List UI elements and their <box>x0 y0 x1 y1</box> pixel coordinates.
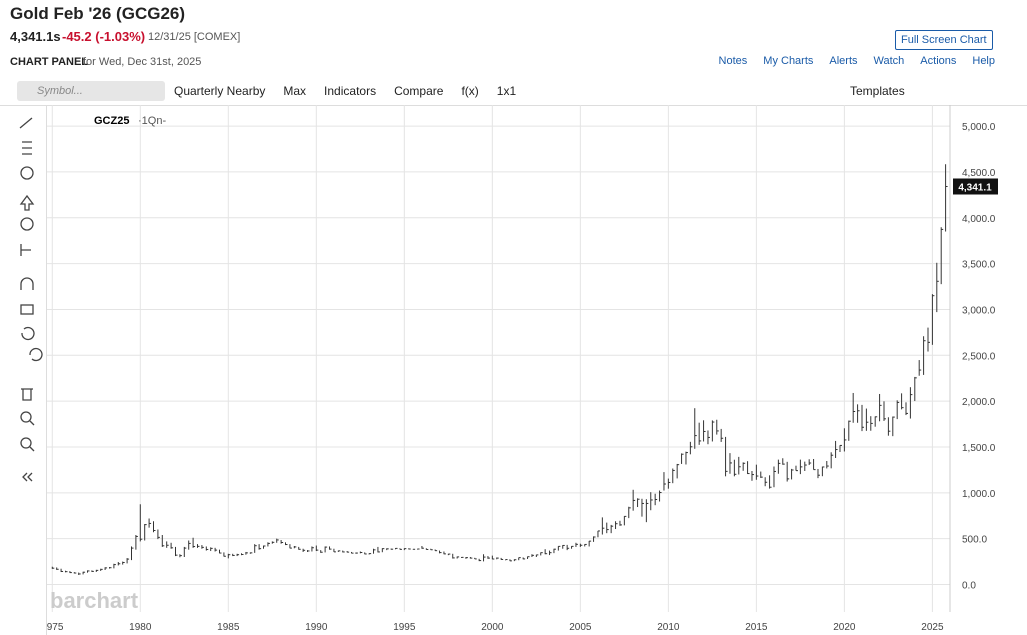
full-screen-button[interactable]: Full Screen Chart <box>895 30 993 50</box>
x-tick-label: 1985 <box>217 622 240 633</box>
y-tick-label: 4,000.0 <box>962 214 996 225</box>
legend-suffix: ·1Qn- <box>138 115 166 127</box>
toolbar: Symbol... Quarterly Nearby Max Indicator… <box>0 77 1027 106</box>
nav: Notes My Charts Alerts Watch Actions Hel… <box>719 55 995 67</box>
last-price-label: 4,341.1 <box>958 182 992 193</box>
last-price-marker <box>953 178 998 195</box>
x-tick-label: 2010 <box>657 622 680 633</box>
x-tick-label: 2005 <box>569 622 592 633</box>
toolbar-item[interactable]: Compare <box>394 84 444 98</box>
panel-date: for Wed, Dec 31st, 2025 <box>83 56 202 68</box>
plot: 1975 1980 1985 1990 1995 2000 2005 2010 2015 2020… <box>41 105 998 633</box>
nav-link[interactable]: My Charts <box>763 55 814 67</box>
y-tick-label: 1,000.0 <box>962 489 996 500</box>
panel-label: CHART PANEL <box>10 56 89 68</box>
x-tick-label: 2000 <box>481 622 504 633</box>
nav-link[interactable]: Actions <box>920 55 957 67</box>
change: -45.2 (-1.03%) <box>62 29 146 44</box>
y-tick-label: 2,000.0 <box>962 397 996 408</box>
nav-link[interactable]: Help <box>972 55 995 67</box>
x-tick-label: 2025 <box>921 622 944 633</box>
x-tick-label: 2015 <box>745 622 768 633</box>
symbol-search[interactable]: Symbol... <box>17 81 165 101</box>
x-tick-label: 1995 <box>393 622 416 633</box>
date: 12/31/25 [COMEX] <box>148 31 241 43</box>
y-tick-label: 4,500.0 <box>962 168 996 179</box>
y-tick-label: 3,000.0 <box>962 305 996 316</box>
y-tick-label: 1,500.0 <box>962 443 996 454</box>
price: 4,341.1s <box>10 29 61 44</box>
x-tick-label: 2020 <box>833 622 856 633</box>
y-tick-label: 0.0 <box>962 580 976 591</box>
x-axis: 1975 1980 1985 1990 1995 2000 2005 2010 2015 2020… <box>41 622 944 633</box>
nav-link[interactable]: Alerts <box>829 55 858 67</box>
drawing-tools <box>19 117 43 482</box>
y-tick-label: 500.0 <box>962 535 987 546</box>
watermark: barchart <box>50 588 139 613</box>
nav-link[interactable]: Notes <box>718 55 748 67</box>
toolbar-item[interactable]: f(x) <box>461 84 479 98</box>
y-tick-label: 5,000.0 <box>962 122 996 133</box>
x-tick-label: 1990 <box>305 622 328 633</box>
toolbar-item[interactable]: Quarterly Nearby <box>174 84 266 98</box>
y-tick-label: 3,500.0 <box>962 260 996 271</box>
y-tick-label: 2,500.0 <box>962 351 996 362</box>
title: Gold Feb '26 (GCG26) <box>10 4 186 23</box>
toolbar-item[interactable]: 1x1 <box>496 84 517 98</box>
x-tick-label: 1975 <box>41 622 64 633</box>
x-tick-label: 1980 <box>129 622 152 633</box>
legend-symbol: GCZ25 <box>94 115 129 127</box>
nav-link[interactable]: Watch <box>873 55 905 67</box>
toolbar-items: Quarterly Nearby Max Indicators Compare … <box>174 84 516 98</box>
templates[interactable]: Templates <box>850 84 905 98</box>
toolbar-item[interactable]: Max <box>283 84 307 98</box>
toolbar-item[interactable]: Indicators <box>324 84 377 98</box>
